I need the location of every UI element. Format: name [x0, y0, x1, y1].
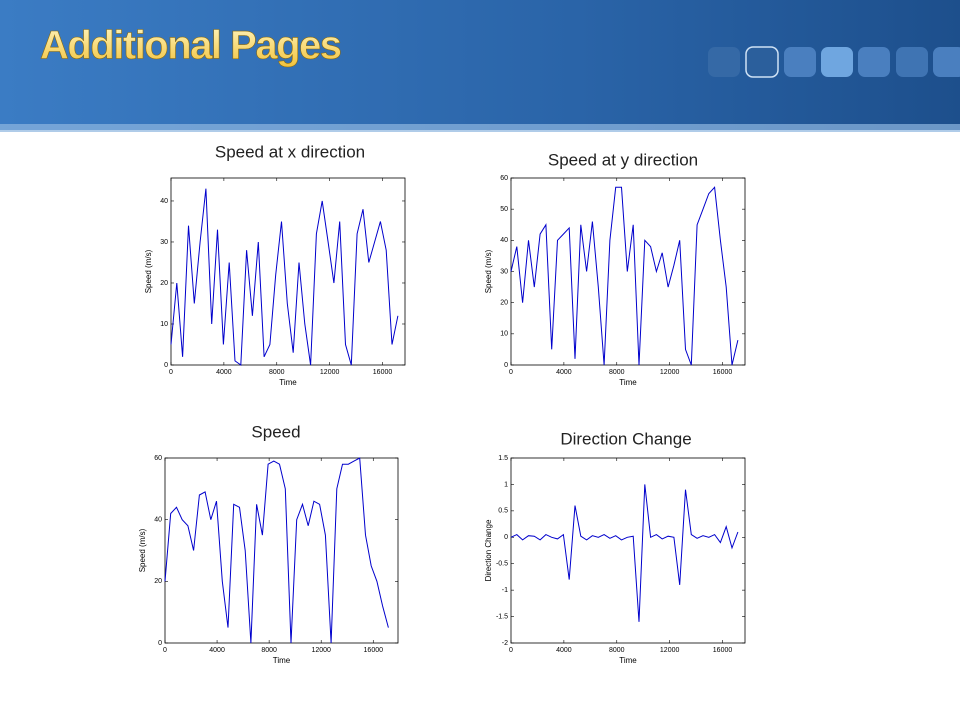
y-axis-label: Direction Change	[484, 519, 493, 581]
x-axis-label: Time	[619, 656, 637, 665]
slide-title: Additional Pages	[40, 24, 341, 68]
y-tick-label: 1.5	[498, 455, 508, 462]
y-tick-label: 10	[500, 331, 508, 338]
y-tick-label: 0	[164, 362, 168, 369]
y-tick-label: 50	[500, 206, 508, 213]
chart-title: Speed at x direction	[215, 142, 365, 161]
chart-title: Speed	[251, 422, 300, 441]
data-line	[510, 484, 739, 622]
x-tick-label: 16000	[713, 647, 733, 654]
y-tick-label: -1.5	[496, 613, 508, 620]
x-tick-label: 8000	[261, 647, 277, 654]
plot-frame	[510, 177, 746, 366]
y-tick-label: 30	[160, 239, 168, 246]
x-axis-label: Time	[619, 378, 637, 387]
x-tick-label: 12000	[660, 369, 680, 376]
y-tick-label: 60	[154, 455, 162, 462]
x-tick-label: 4000	[216, 369, 232, 376]
y-tick-label: 0	[504, 534, 508, 541]
y-tick-label: 0.5	[498, 508, 508, 515]
plot-frame	[164, 457, 399, 644]
x-tick-label: 16000	[364, 647, 384, 654]
y-tick-label: 20	[500, 300, 508, 307]
x-tick-label: 0	[163, 647, 167, 654]
chart-title: Direction Change	[560, 429, 691, 448]
x-axis-label: Time	[273, 656, 291, 665]
y-axis-label: Speed (m/s)	[138, 528, 147, 572]
y-tick-label: 20	[160, 280, 168, 287]
x-axis-label: Time	[279, 378, 297, 387]
y-tick-label: 10	[160, 321, 168, 328]
x-tick-label: 8000	[269, 369, 285, 376]
x-tick-label: 0	[509, 647, 513, 654]
plot-frame	[170, 177, 406, 366]
x-tick-label: 16000	[373, 369, 393, 376]
data-line	[510, 186, 739, 366]
y-tick-label: 1	[504, 481, 508, 488]
x-tick-label: 0	[169, 369, 173, 376]
plot-frame	[510, 457, 746, 644]
x-tick-label: 16000	[713, 369, 733, 376]
data-line	[170, 188, 399, 366]
y-axis-label: Speed (m/s)	[484, 249, 493, 293]
y-tick-label: 60	[500, 175, 508, 182]
y-tick-label: 20	[154, 578, 162, 585]
header-decor	[708, 46, 960, 78]
x-tick-label: 4000	[209, 647, 225, 654]
header-edge	[0, 124, 960, 132]
y-tick-label: 40	[154, 517, 162, 524]
y-axis-label: Speed (m/s)	[144, 249, 153, 293]
chart-title: Speed at y direction	[548, 150, 698, 169]
data-line	[164, 457, 389, 644]
x-tick-label: 12000	[320, 369, 340, 376]
y-tick-label: 0	[504, 362, 508, 369]
y-tick-label: -1	[502, 587, 508, 594]
x-tick-label: 4000	[556, 369, 572, 376]
x-tick-label: 0	[509, 369, 513, 376]
y-tick-label: 40	[500, 237, 508, 244]
y-tick-label: 40	[160, 198, 168, 205]
x-tick-label: 4000	[556, 647, 572, 654]
x-tick-label: 12000	[660, 647, 680, 654]
y-tick-label: -0.5	[496, 561, 508, 568]
y-tick-label: 30	[500, 268, 508, 275]
x-tick-label: 8000	[609, 369, 625, 376]
y-tick-label: -2	[502, 640, 508, 647]
y-tick-label: 0	[158, 640, 162, 647]
x-tick-label: 12000	[311, 647, 331, 654]
x-tick-label: 8000	[609, 647, 625, 654]
